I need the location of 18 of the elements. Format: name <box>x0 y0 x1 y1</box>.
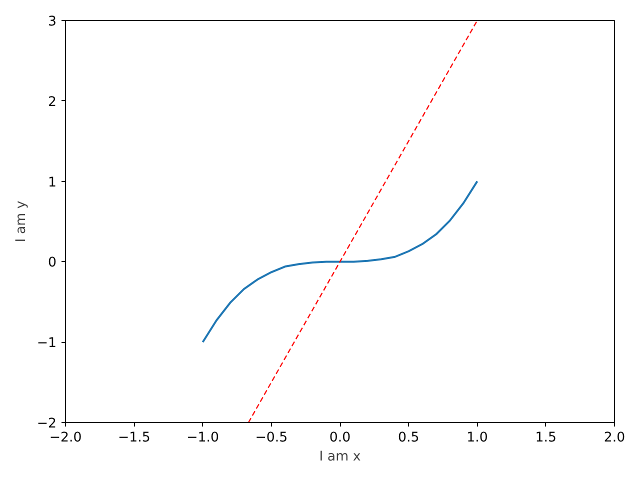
x-tick-label: −0.5 <box>255 430 288 446</box>
x-axis-title: I am x <box>319 450 361 464</box>
y-tick-label: 2 <box>48 94 57 110</box>
y-axis-title: I am y <box>14 200 29 242</box>
y-tick-label: 3 <box>48 14 57 30</box>
line-series <box>202 180 478 344</box>
y-tick-label: −2 <box>36 416 57 432</box>
x-tick-label: −1.0 <box>186 430 219 446</box>
x-tick-label: 0.0 <box>329 430 351 446</box>
y-tick-label: −1 <box>36 336 57 352</box>
x-tick-label: 1.5 <box>535 430 556 446</box>
x-tick-label: −1.5 <box>118 430 150 446</box>
y-tick-label: 1 <box>48 175 57 190</box>
x-tick-label: 1.0 <box>466 430 488 446</box>
x-tick-label: −2.0 <box>49 430 82 446</box>
y-tick-label: 0 <box>48 256 57 271</box>
x-tick-label: 2.0 <box>604 430 626 446</box>
x-tick-label: 0.5 <box>398 430 420 446</box>
